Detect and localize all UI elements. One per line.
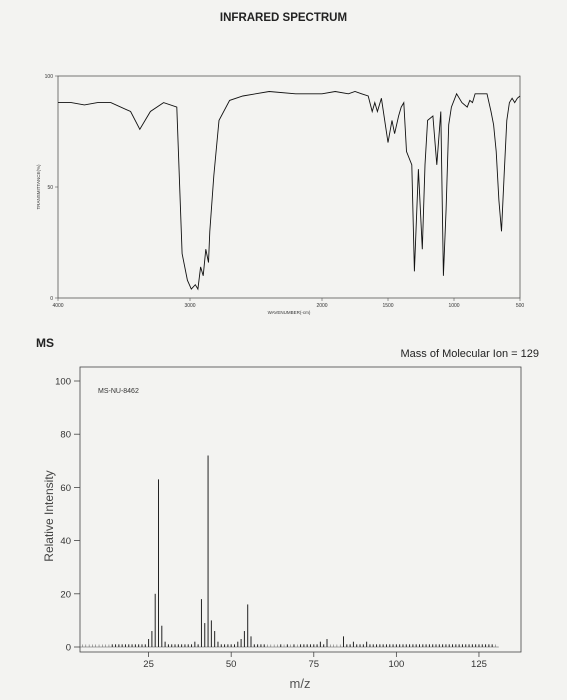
ms-y-tick-label: 60: [60, 483, 71, 494]
ir-title: INFRARED SPECTRUM: [219, 12, 348, 24]
ir-x-tick-label: 4000: [52, 303, 63, 309]
ir-x-tick-label: 1000: [448, 303, 459, 309]
ms-y-tick-label: 100: [55, 377, 71, 388]
ir-y-tick-label: 0: [50, 296, 53, 302]
ms-x-tick-label: 75: [308, 659, 319, 670]
ms-sample-code: MS-NU-8462: [98, 388, 139, 395]
ir-y-tick-label: 50: [47, 185, 53, 191]
ms-y-tick-label: 0: [66, 643, 71, 654]
ms-y-tick-label: 20: [60, 589, 71, 600]
ir-y-tick-label: 100: [45, 74, 54, 80]
ms-plot-frame: [79, 366, 522, 653]
ms-x-tick-label: 25: [143, 659, 154, 670]
ms-x-tick-label: 50: [226, 659, 237, 670]
ms-y-tick-label: 80: [60, 430, 71, 441]
ms-y-tick-label: 40: [60, 536, 71, 547]
ir-y-axis-label: TRANSMITTANCE(%): [36, 164, 41, 209]
ir-x-tick-label: 500: [516, 303, 525, 309]
ir-x-tick-label: 2000: [316, 303, 327, 309]
ms-x-tick-label: 100: [388, 659, 404, 670]
ms-label: MS: [36, 336, 54, 350]
ir-x-axis-label: WAVENUMBER(-cm): [268, 310, 311, 315]
molecular-ion-label: Mass of Molecular Ion = 129: [400, 348, 540, 360]
ms-x-axis-label: m/z: [289, 676, 311, 691]
ir-spectrum-line: [58, 91, 521, 291]
ir-x-tick-label: 1500: [382, 303, 393, 309]
ms-x-tick-label: 125: [471, 659, 487, 670]
ir-x-tick-label: 3000: [184, 303, 195, 309]
